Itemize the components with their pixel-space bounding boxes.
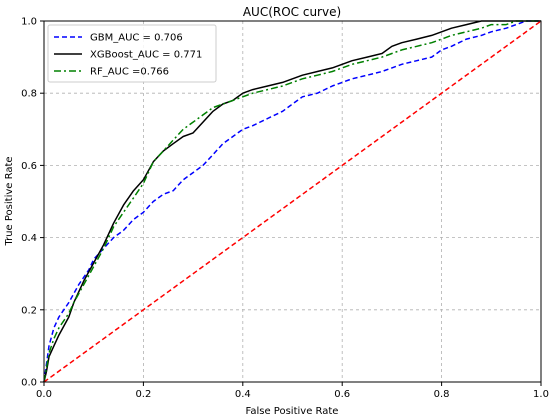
y-tick-label: 0.2: [21, 305, 37, 316]
legend-label: GBM_AUC = 0.706: [90, 33, 183, 44]
y-tick-label: 0.8: [21, 89, 37, 100]
x-axis-label: False Positive Rate: [246, 406, 339, 417]
y-tick-label: 1.0: [21, 17, 37, 28]
ticks: 0.0 0.2 0.4 0.6 0.8 1.0 0.0 0.2 0.4 0.6 0.8 1.0: [21, 17, 549, 401]
legend-box: [47, 24, 217, 83]
x-tick-label: 0.2: [135, 389, 151, 400]
x-tick-label: 0.0: [36, 389, 52, 400]
series-line-1: [43, 20, 541, 383]
plot-frame: [43, 20, 542, 383]
y-tick-label: 0.0: [21, 378, 37, 389]
series-line-3: [43, 20, 542, 383]
y-axis-label: True Positive Rate: [4, 156, 15, 246]
x-tick-label: 0.8: [434, 389, 450, 400]
x-tick-label: 0.6: [334, 389, 350, 400]
legend-label: XGBoost_AUC = 0.771: [90, 50, 202, 61]
series-line-2: [43, 20, 541, 383]
series-line-0: [43, 20, 541, 383]
x-tick-label: 1.0: [533, 389, 549, 400]
x-tick-label: 0.4: [235, 389, 251, 400]
legend-label: RF_AUC =0.766: [90, 67, 169, 78]
chart-title: AUC(ROC curve): [243, 5, 341, 19]
y-tick-label: 0.4: [21, 233, 37, 244]
legend: GBM_AUC = 0.706 XGBoost_AUC = 0.771 RF_AUC…: [47, 24, 217, 83]
series-layer: [43, 20, 542, 383]
y-tick-label: 0.6: [21, 161, 37, 172]
